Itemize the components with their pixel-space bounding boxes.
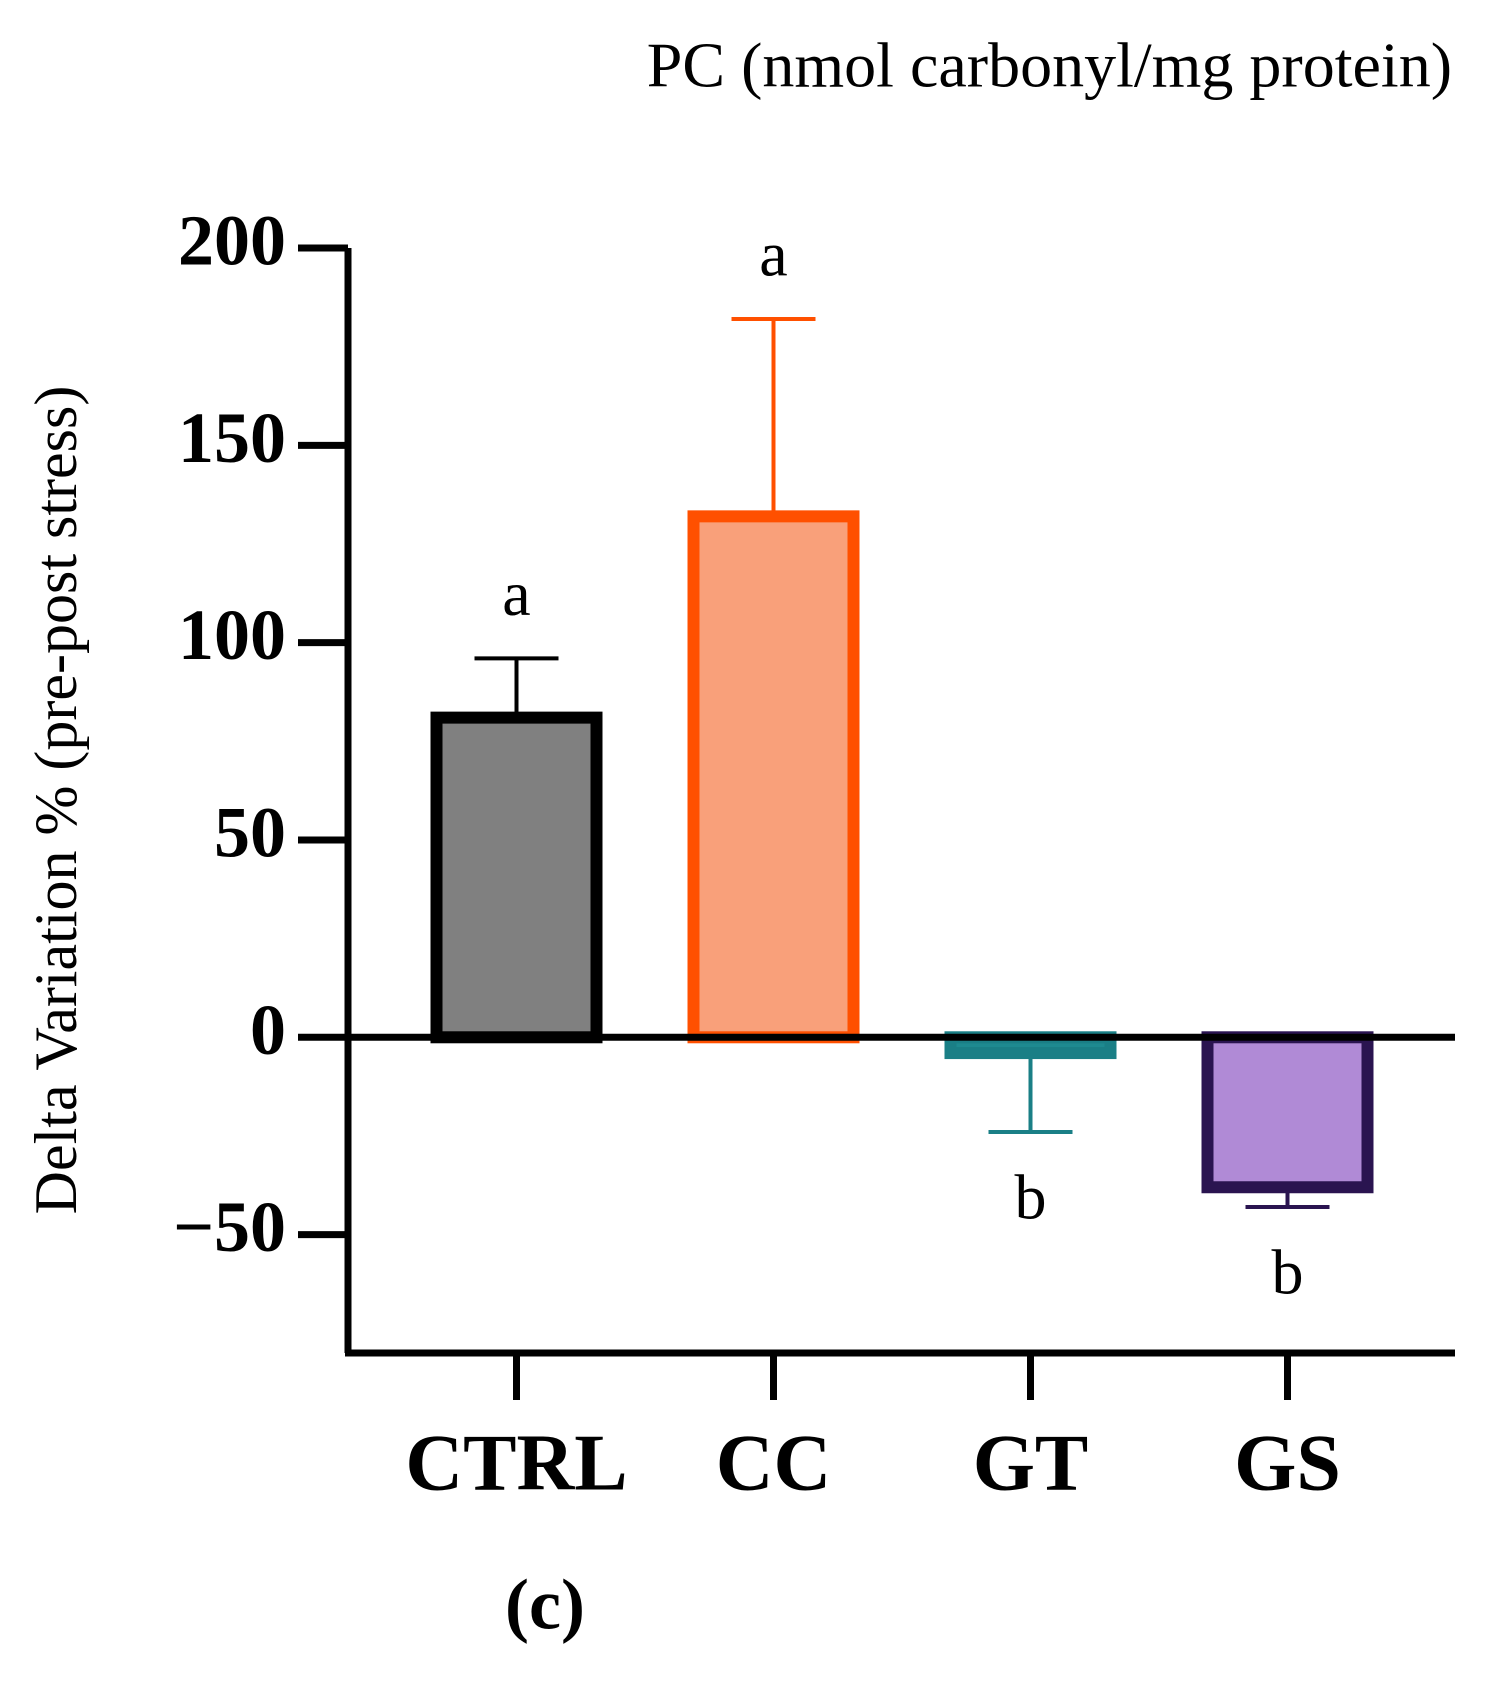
x-tick-label: GS bbox=[1234, 1419, 1341, 1507]
x-tick-label: GT bbox=[973, 1419, 1089, 1507]
y-axis-label: Delta Variation % (pre-post stress) bbox=[23, 386, 89, 1215]
annotation: b bbox=[1015, 1162, 1047, 1233]
annotation: b bbox=[1272, 1237, 1304, 1308]
y-tick-label: 200 bbox=[178, 201, 286, 281]
panel-label: (c) bbox=[505, 1565, 585, 1645]
annotation: a bbox=[502, 558, 530, 629]
bar bbox=[687, 510, 860, 1044]
x-tick-label: CC bbox=[716, 1419, 832, 1507]
y-tick-label: 150 bbox=[178, 398, 286, 478]
y-tick-label: −50 bbox=[173, 1187, 286, 1267]
x-tick-label: CTRL bbox=[405, 1419, 627, 1507]
y-tick-label: 50 bbox=[214, 792, 286, 872]
bar bbox=[430, 711, 603, 1044]
y-tick-label: 100 bbox=[178, 595, 286, 675]
y-tick-label: 0 bbox=[250, 990, 286, 1070]
bar bbox=[1201, 1031, 1374, 1194]
annotation: a bbox=[759, 219, 787, 290]
chart-title: PC (nmol carbonyl/mg protein) bbox=[647, 30, 1452, 101]
